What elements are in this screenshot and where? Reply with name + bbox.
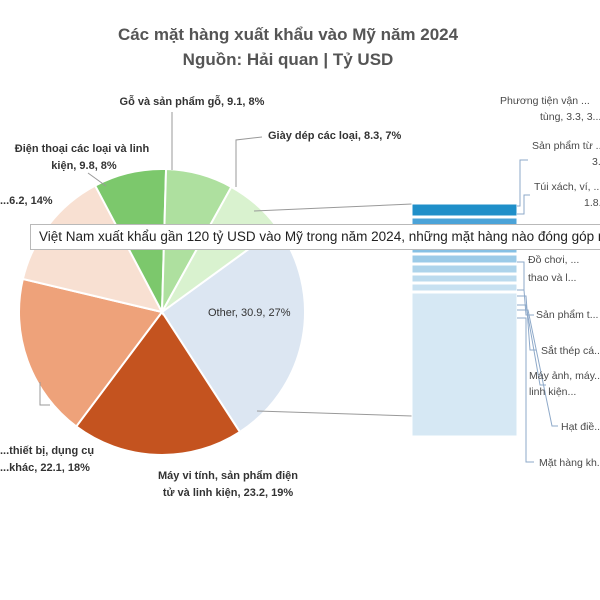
pie-slice-1 [160,226,306,434]
breakdown-leader-1 [517,159,528,207]
label-textiles: ...6.2, 14% [0,195,53,207]
breakdown-leader-8 [517,317,534,463]
chart-subtitle: Nguồn: Hải quan | Tỷ USD [183,50,394,69]
label-other: Other, 30.9, 27% [208,307,291,319]
leader-line-shoes [235,136,263,187]
label-wood: Gỗ và sản phẩm gỗ, 9.1, 8% [120,95,265,108]
breakdown-label-1: Phương tiện vận ... [500,95,590,107]
label-phones-line1: Điện thoại các loại và linh [15,143,150,155]
label-computers-line1: Máy vi tính, sản phẩm điện [158,470,298,482]
breakdown-segment-6 [411,264,518,274]
label-machinery-line1: ...thiết bị, dụng cụ [0,445,94,457]
breakdown-leader-4 [517,289,534,316]
breakdown-label-6: 1.8... [584,197,600,209]
breakdown-leader-6 [517,304,546,386]
breakdown-segment-1 [411,203,518,217]
breakdown-label-13: Hạt điề... [561,421,600,433]
breakdown-leader-5 [517,295,536,351]
chart-title: Các mặt hàng xuất khẩu vào Mỹ năm 2024 [118,25,459,44]
breakdown-label-14: Mặt hàng kh... [539,457,600,469]
pie-slice-2 [74,310,242,456]
label-machinery-line2: ...khác, 22.1, 18% [0,462,90,474]
connector-line-bottom [256,410,413,417]
breakdown-label-9: Sản phẩm t... [536,309,598,321]
breakdown-label-2: tùng, 3.3, 3... [540,111,600,123]
connector-line-top [253,203,413,212]
leader-line-phones [87,172,107,187]
breakdown-label-4: 3... [592,156,600,168]
headline-tooltip: Việt Nam xuất khẩu gần 120 tỷ USD vào Mỹ… [30,224,600,250]
label-shoes: Giày dép các loại, 8.3, 7% [268,130,402,142]
breakdown-label-8: thao và l... [528,272,576,284]
breakdown-label-12: linh kiện... [529,386,576,398]
leader-line-machinery [39,382,50,406]
pie-slice-3 [18,277,164,428]
breakdown-segment-5 [411,254,518,264]
breakdown-segment-9 [411,292,518,437]
breakdown-leader-3 [517,261,525,290]
breakdown-label-7: Đồ chơi, ... [528,254,579,266]
breakdown-label-10: Sắt thép cá... [541,344,600,357]
breakdown-label-5: Túi xách, ví, ... [534,181,600,193]
label-computers-line2: tử và linh kiện, 23.2, 19% [163,487,293,499]
breakdown-leader-7 [517,309,558,427]
breakdown-leader-2 [517,194,530,215]
breakdown-segment-7 [411,274,518,283]
breakdown-segment-8 [411,283,518,292]
label-phones-line2: kiện, 9.8, 8% [51,160,117,172]
breakdown-label-11: Máy ảnh, máy... [529,370,600,382]
breakdown-label-3: Sản phẩm từ ... [532,140,600,152]
